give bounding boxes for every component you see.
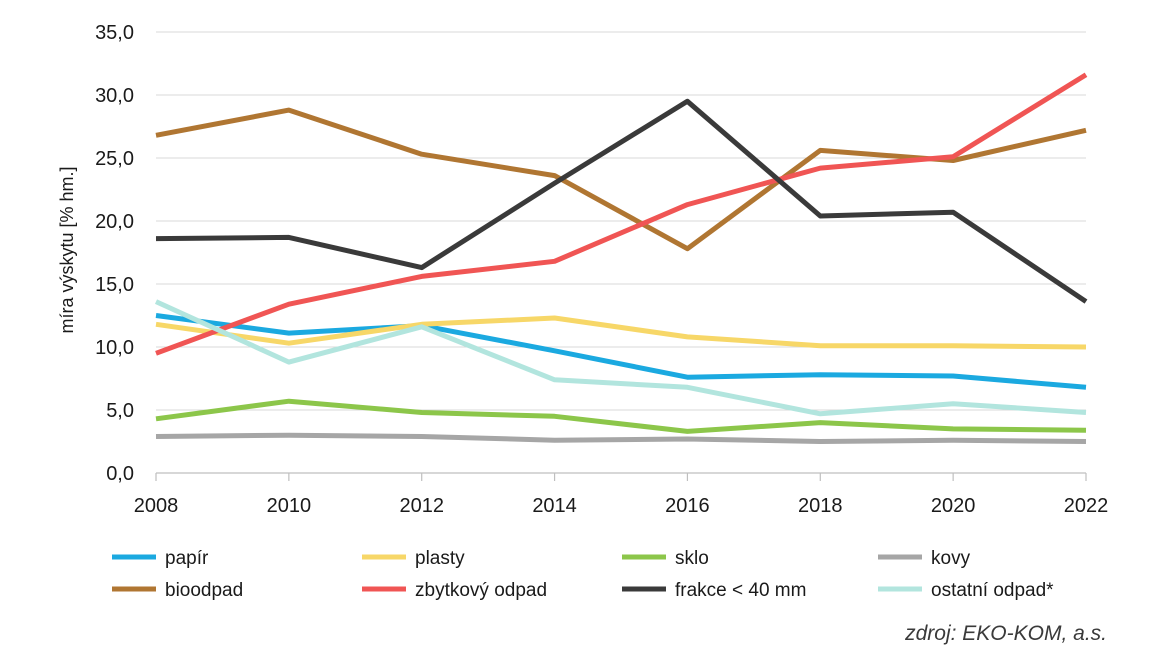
y-tick-label: 0,0 <box>106 463 134 485</box>
y-tick-label: 25,0 <box>95 148 134 170</box>
legend-item: zbytkový odpad <box>362 580 547 601</box>
x-tick-label: 2020 <box>931 495 976 517</box>
legend-label: sklo <box>675 548 709 569</box>
legend-label: frakce < 40 mm <box>675 580 806 601</box>
series-line <box>155 398 1087 434</box>
legend: papír plasty sklo kovy bioodpad zbytkový odpa… <box>112 548 1054 601</box>
legend-label: ostatní odpad* <box>931 580 1054 601</box>
gridlines <box>156 31 1086 411</box>
series-line <box>155 313 1087 390</box>
legend-item: plasty <box>362 548 465 569</box>
legend-item: frakce < 40 mm <box>622 580 806 601</box>
series-line <box>155 98 1088 304</box>
legend-label: papír <box>165 548 209 569</box>
series-line <box>155 432 1087 444</box>
y-tick-label: 35,0 <box>95 22 134 44</box>
legend-label: zbytkový odpad <box>415 580 547 601</box>
legend-label: plasty <box>415 548 465 569</box>
legend-item: bioodpad <box>112 580 243 601</box>
source-note: zdroj: EKO-KOM, a.s. <box>905 622 1107 645</box>
y-tick-label: 15,0 <box>95 274 134 296</box>
axes <box>155 472 1087 481</box>
x-tick-label: 2022 <box>1064 495 1109 517</box>
x-tick-label: 2008 <box>134 495 179 517</box>
y-tick-label: 20,0 <box>95 211 134 233</box>
x-tick-label: 2016 <box>665 495 710 517</box>
legend-label: bioodpad <box>165 580 243 601</box>
x-tick-label: 2018 <box>798 495 843 517</box>
series-line <box>155 107 1087 252</box>
tick-labels: 0,0 5,0 10,0 15,0 20,0 25,0 30,0 35,0 2008 2010 20… <box>95 22 1108 517</box>
legend-item: kovy <box>878 548 971 569</box>
y-axis-title: míra výskytu [% hm.] <box>57 166 77 333</box>
legend-item: papír <box>112 548 209 569</box>
y-tick-label: 5,0 <box>106 400 134 422</box>
series-line <box>155 72 1088 356</box>
legend-label: kovy <box>931 548 971 569</box>
x-tick-label: 2012 <box>399 495 444 517</box>
legend-item: ostatní odpad* <box>878 580 1054 601</box>
y-tick-label: 30,0 <box>95 85 134 107</box>
series-lines <box>154 72 1088 444</box>
series-line <box>154 299 1087 417</box>
x-tick-label: 2010 <box>267 495 312 517</box>
series-line <box>155 315 1087 350</box>
y-tick-label: 10,0 <box>95 337 134 359</box>
legend-item: sklo <box>622 548 709 569</box>
x-tick-label: 2014 <box>532 495 577 517</box>
